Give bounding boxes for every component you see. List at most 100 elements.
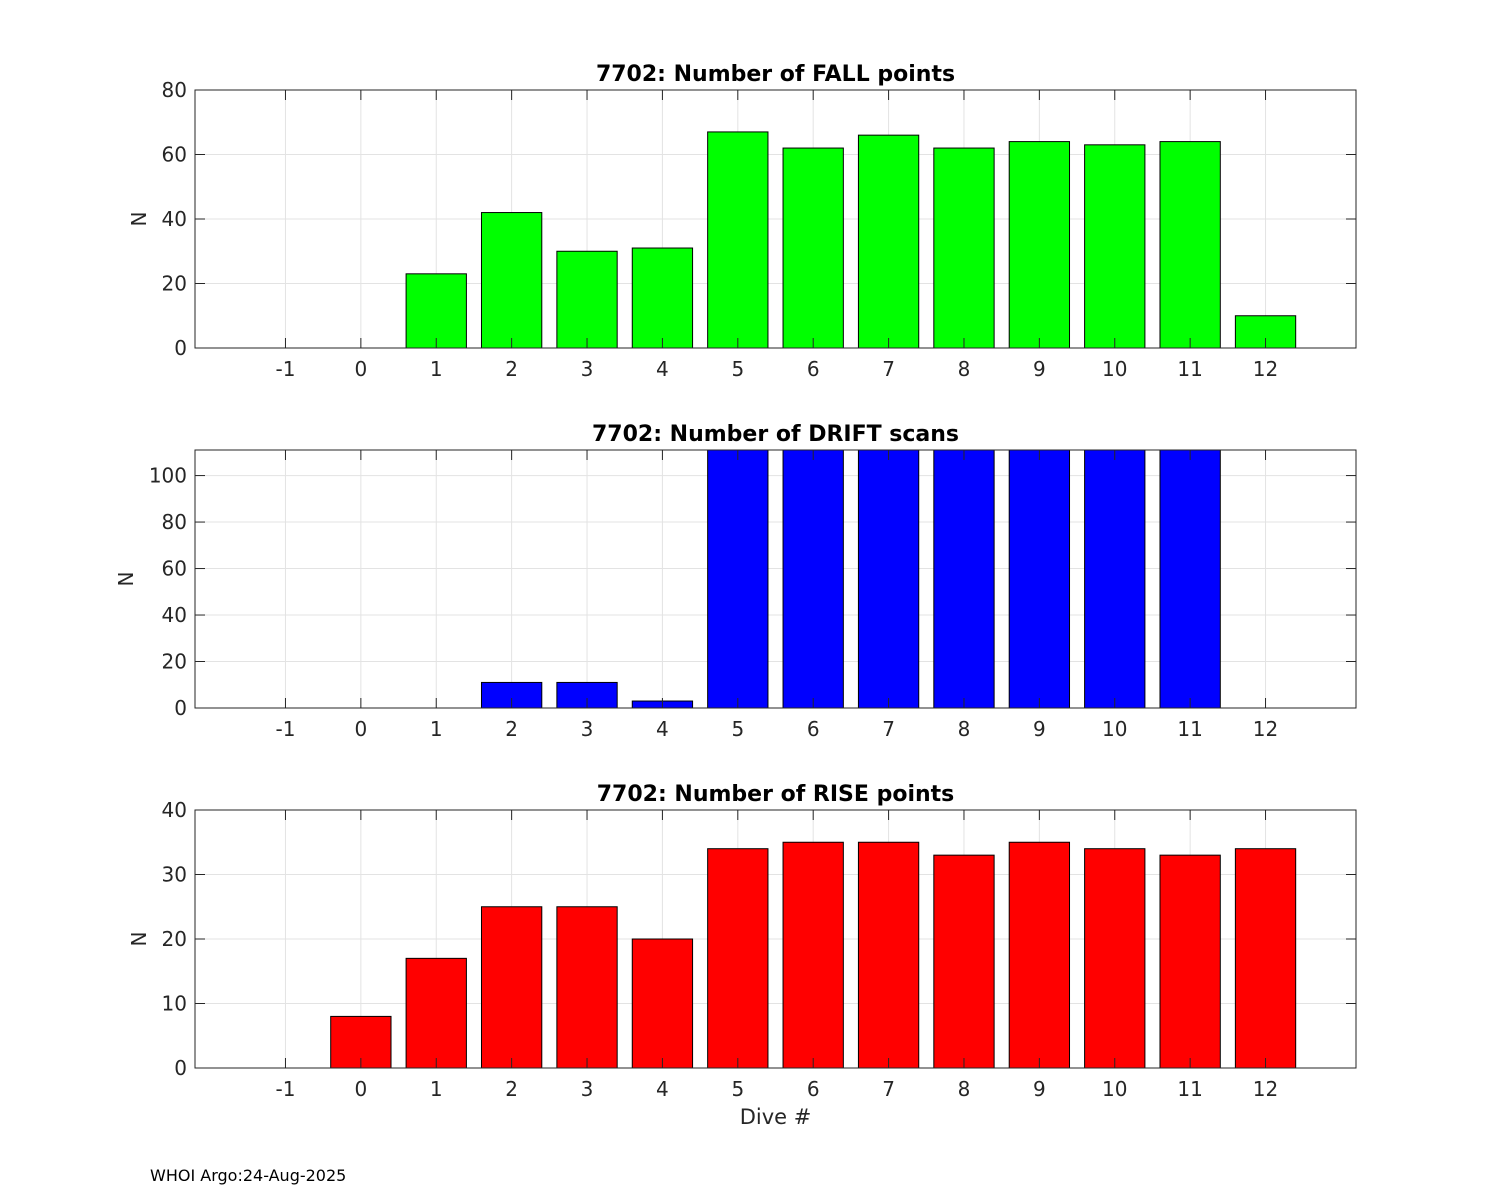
y-axis-label: N	[127, 212, 151, 227]
bar	[933, 854, 995, 1069]
x-tick-label: 12	[1253, 717, 1278, 741]
bar	[480, 212, 543, 349]
bar	[631, 247, 694, 349]
y-tick-label: 40	[162, 207, 187, 231]
bar	[782, 841, 844, 1069]
x-tick-label: -1	[275, 717, 295, 741]
x-tick-label: 2	[505, 1077, 518, 1101]
x-tick-label: 11	[1177, 1077, 1202, 1101]
bar	[631, 938, 694, 1069]
x-tick-label: 11	[1177, 717, 1202, 741]
bar	[933, 147, 995, 349]
x-tick-label: 0	[354, 717, 367, 741]
bar	[480, 906, 543, 1069]
bar	[1084, 144, 1146, 349]
x-tick-label: 1	[430, 357, 443, 381]
y-tick-label: 0	[174, 696, 187, 720]
bar	[1008, 141, 1071, 349]
bar	[707, 131, 769, 349]
x-tick-label: 12	[1253, 357, 1278, 381]
bar	[782, 147, 844, 349]
bar	[857, 134, 920, 349]
x-tick-label: -1	[275, 357, 295, 381]
x-tick-label: 1	[430, 717, 443, 741]
x-tick-label: 4	[656, 1077, 669, 1101]
x-tick-label: 4	[656, 357, 669, 381]
bar	[1084, 449, 1146, 709]
bar	[782, 449, 844, 709]
x-tick-label: 0	[354, 357, 367, 381]
x-tick-label: 0	[354, 1077, 367, 1101]
bar	[857, 841, 920, 1069]
x-tick-label: 6	[807, 717, 820, 741]
x-tick-label: -1	[275, 1077, 295, 1101]
x-tick-label: 6	[807, 357, 820, 381]
bar	[1159, 449, 1221, 709]
x-tick-label: 5	[731, 357, 744, 381]
y-tick-label: 20	[162, 650, 187, 674]
y-axis-label: N	[114, 572, 138, 587]
chart-title: 7702: Number of RISE points	[597, 782, 955, 807]
x-tick-label: 6	[807, 1077, 820, 1101]
y-axis-label: N	[127, 932, 151, 947]
x-tick-label: 3	[581, 357, 594, 381]
footer-label: WHOI Argo:24-Aug-2025	[150, 1166, 347, 1185]
bar	[405, 273, 467, 349]
x-tick-label: 7	[882, 717, 895, 741]
bar	[1084, 848, 1146, 1069]
x-tick-label: 11	[1177, 357, 1202, 381]
x-tick-label: 9	[1033, 357, 1046, 381]
y-tick-label: 0	[174, 336, 187, 360]
y-tick-label: 30	[162, 863, 187, 887]
x-tick-label: 10	[1102, 357, 1127, 381]
x-tick-label: 7	[882, 357, 895, 381]
bar	[1008, 841, 1071, 1069]
y-tick-label: 20	[162, 272, 187, 296]
bar	[1234, 848, 1297, 1069]
y-tick-label: 40	[162, 798, 187, 822]
bar	[707, 848, 769, 1069]
x-tick-label: 3	[581, 717, 594, 741]
x-tick-label: 5	[731, 1077, 744, 1101]
y-tick-label: 10	[162, 992, 187, 1016]
x-tick-label: 8	[958, 1077, 971, 1101]
bar	[1159, 141, 1221, 349]
bar	[933, 449, 995, 709]
x-tick-label: 10	[1102, 1077, 1127, 1101]
bar	[1008, 449, 1071, 709]
y-tick-label: 80	[162, 78, 187, 102]
y-tick-label: 100	[149, 464, 187, 488]
y-tick-label: 20	[162, 927, 187, 951]
x-tick-label: 8	[958, 357, 971, 381]
x-tick-label: 12	[1253, 1077, 1278, 1101]
y-tick-label: 60	[162, 557, 187, 581]
x-axis-label: Dive #	[740, 1105, 812, 1129]
bar	[857, 449, 920, 709]
axes-box	[194, 449, 1357, 709]
bar	[556, 906, 618, 1069]
bar	[556, 250, 618, 349]
x-tick-label: 3	[581, 1077, 594, 1101]
x-tick-label: 2	[505, 357, 518, 381]
y-tick-label: 80	[162, 510, 187, 534]
x-tick-label: 7	[882, 1077, 895, 1101]
x-tick-label: 8	[958, 717, 971, 741]
bar	[707, 449, 769, 709]
x-tick-label: 5	[731, 717, 744, 741]
x-tick-label: 2	[505, 717, 518, 741]
y-tick-label: 40	[162, 603, 187, 627]
chart-title: 7702: Number of FALL points	[596, 62, 955, 87]
x-tick-label: 9	[1033, 1077, 1046, 1101]
y-tick-label: 0	[174, 1056, 187, 1080]
x-tick-label: 10	[1102, 717, 1127, 741]
x-tick-label: 4	[656, 717, 669, 741]
y-tick-label: 60	[162, 143, 187, 167]
bar	[405, 957, 467, 1069]
x-tick-label: 9	[1033, 717, 1046, 741]
x-tick-label: 1	[430, 1077, 443, 1101]
bar	[1159, 854, 1221, 1069]
